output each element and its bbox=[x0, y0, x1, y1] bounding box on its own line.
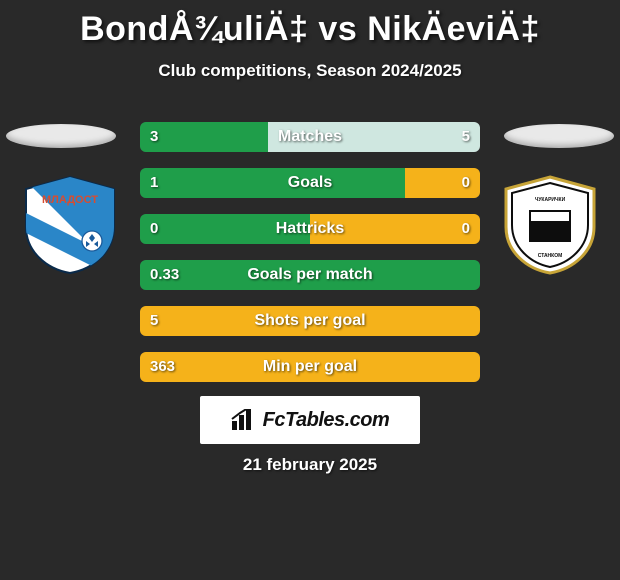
brand-text: FcTables.com bbox=[263, 409, 390, 432]
stat-value-left: 0.33 bbox=[150, 260, 179, 290]
stat-row: Shots per goal5 bbox=[140, 306, 480, 336]
left-oval-platform bbox=[6, 124, 116, 148]
bars-icon bbox=[231, 409, 257, 431]
stat-row: Min per goal363 bbox=[140, 352, 480, 382]
stat-value-right: 0 bbox=[462, 168, 470, 198]
stat-label: Min per goal bbox=[140, 352, 480, 382]
stat-value-left: 1 bbox=[150, 168, 158, 198]
date-text: 21 february 2025 bbox=[0, 455, 620, 475]
right-badge-text-bottom: СТАНКОМ bbox=[538, 253, 563, 259]
stats-container: Matches35Goals10Hattricks00Goals per mat… bbox=[140, 122, 480, 398]
stat-value-left: 5 bbox=[150, 306, 158, 336]
left-club-badge: МЛАДОСТ bbox=[20, 175, 120, 275]
stat-row: Matches3 5 bbox=[140, 122, 480, 152]
stat-value-left: 0 bbox=[150, 214, 158, 244]
stat-value-left: 363 bbox=[150, 352, 175, 382]
stat-row: Goals1 0 bbox=[140, 168, 480, 198]
left-badge-text: МЛАДОСТ bbox=[42, 194, 98, 206]
stat-value-right: 5 bbox=[462, 122, 470, 152]
stat-label: Matches bbox=[140, 122, 480, 152]
right-club-badge: ЧУКАРИЧКИ СТАНКОМ bbox=[500, 175, 600, 275]
stat-row: Goals per match0.33 bbox=[140, 260, 480, 290]
stat-value-left: 3 bbox=[150, 122, 158, 152]
page-subtitle: Club competitions, Season 2024/2025 bbox=[0, 61, 620, 81]
right-badge-text-top: ЧУКАРИЧКИ bbox=[535, 197, 566, 203]
stat-value-right: 0 bbox=[462, 214, 470, 244]
stat-row: Hattricks0 0 bbox=[140, 214, 480, 244]
right-oval-platform bbox=[504, 124, 614, 148]
brand-box: FcTables.com bbox=[200, 396, 420, 444]
stat-label: Hattricks bbox=[140, 214, 480, 244]
stat-label: Shots per goal bbox=[140, 306, 480, 336]
stat-label: Goals per match bbox=[140, 260, 480, 290]
page-title: BondÅ¾uliÄ‡ vs NikÄeviÄ‡ bbox=[0, 0, 620, 49]
shield-icon: ЧУКАРИЧКИ СТАНКОМ bbox=[500, 175, 600, 275]
shield-icon: МЛАДОСТ bbox=[20, 175, 120, 275]
stat-label: Goals bbox=[140, 168, 480, 198]
